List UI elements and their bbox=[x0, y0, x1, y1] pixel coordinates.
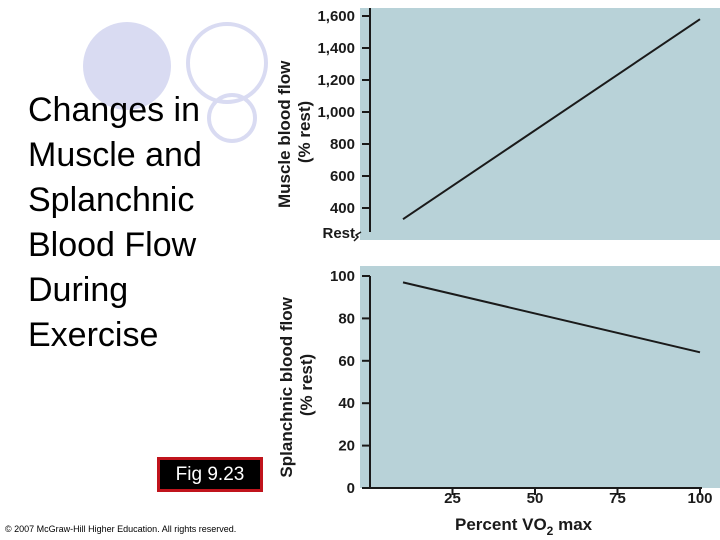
splanchnic-y-tick-label: 20 bbox=[338, 438, 355, 455]
splanchnic-y-axis-title-line2: (% rest) bbox=[297, 354, 316, 416]
x-tick-label: 100 bbox=[687, 490, 712, 507]
muscle-y-tick-label: 1,600 bbox=[317, 8, 355, 25]
x-tick-label: 50 bbox=[527, 490, 544, 507]
splanchnic-y-tick-label: 60 bbox=[338, 353, 355, 370]
x-axis-title-part3: max bbox=[553, 515, 592, 534]
x-axis-title-part1: Percent V bbox=[455, 515, 534, 534]
x-tick-label: 75 bbox=[609, 490, 626, 507]
splanchnic-plot-area bbox=[360, 266, 720, 488]
muscle-baseline-label: Rest bbox=[322, 225, 355, 242]
x-tick-group bbox=[451, 488, 701, 495]
splanchnic-y-tick-label: 0 bbox=[347, 480, 355, 497]
muscle-y-tick-label: 1,400 bbox=[317, 40, 355, 57]
splanchnic-y-tick-label: 40 bbox=[338, 395, 355, 412]
muscle-y-tick-label: 1,000 bbox=[317, 104, 355, 121]
figure-label: Fig 9.23 bbox=[157, 457, 263, 492]
splanchnic-y-tick-label: 100 bbox=[330, 268, 355, 285]
muscle-y-tick-label: 800 bbox=[330, 136, 355, 153]
muscle-y-axis-title: Muscle blood flow (% rest) bbox=[275, 56, 314, 208]
x-axis-title-part2: O bbox=[533, 515, 546, 534]
splanchnic-y-axis-title-line1: Splanchnic blood flow bbox=[277, 296, 296, 477]
splanchnic-series-line bbox=[402, 281, 701, 354]
muscle-y-tick-label: 600 bbox=[330, 168, 355, 185]
copyright-notice: © 2007 McGraw-Hill Higher Education. All… bbox=[5, 524, 237, 534]
splanchnic-y-tick-label: 80 bbox=[338, 310, 355, 327]
splanchnic-tick-group bbox=[362, 275, 370, 489]
x-axis-title-subscript: 2 bbox=[547, 524, 554, 538]
splanchnic-y-axis-title: Splanchnic blood flow (% rest) bbox=[277, 292, 316, 477]
splanchnic-chart: 0 20 40 60 80 100 25 50 75 100 Splanchnic blood … bbox=[277, 266, 720, 538]
axis-break-mark bbox=[353, 231, 362, 242]
x-axis-title: Percent VO2 max bbox=[455, 515, 593, 538]
muscle-y-axis-title-line2: (% rest) bbox=[295, 101, 314, 163]
decorative-small-ring-circle bbox=[207, 93, 257, 143]
x-tick-label: 25 bbox=[444, 490, 461, 507]
muscle-tick-label-group: 400 600 800 1,000 1,200 1,400 1,600 bbox=[317, 8, 355, 217]
splanchnic-tick-label-group: 0 20 40 60 80 100 bbox=[330, 268, 355, 497]
muscle-y-tick-label: 1,200 bbox=[317, 72, 355, 89]
muscle-tick-group bbox=[362, 15, 370, 209]
slide-title: Changes in Muscle and Splanchnic Blood F… bbox=[28, 91, 202, 354]
muscle-series-line bbox=[402, 18, 701, 221]
muscle-y-axis-title-line1: Muscle blood flow bbox=[275, 60, 294, 208]
muscle-y-tick-label: 400 bbox=[330, 200, 355, 217]
decorative-filled-circle bbox=[83, 22, 171, 110]
muscle-chart: 400 600 800 1,000 1,200 1,400 1,600 Rest Muscl… bbox=[275, 8, 720, 242]
x-tick-label-group: 25 50 75 100 bbox=[444, 490, 712, 507]
